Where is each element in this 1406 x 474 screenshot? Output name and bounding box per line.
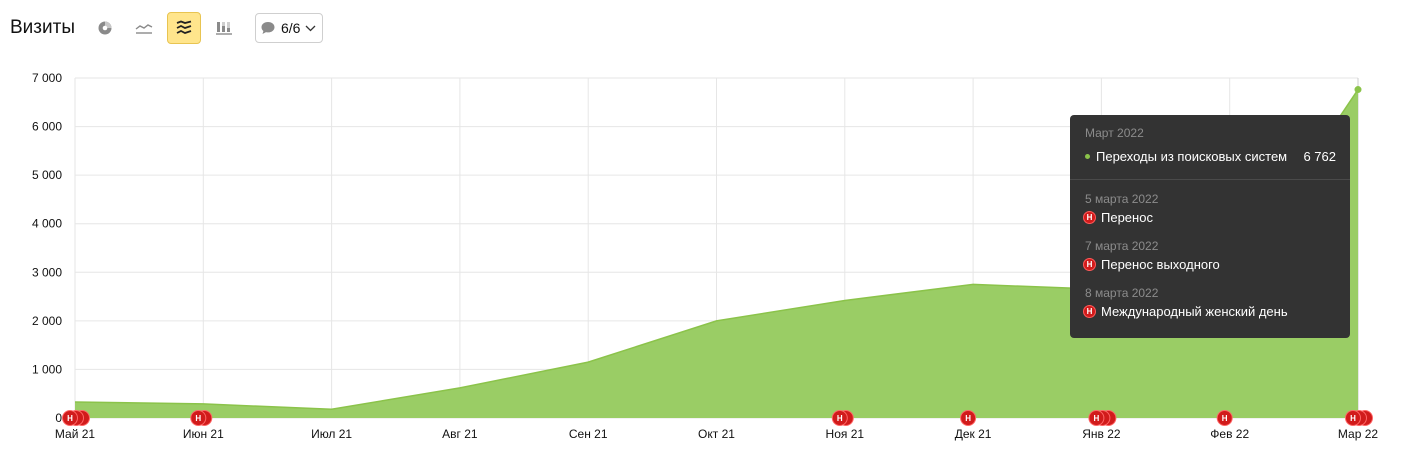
holiday-marker[interactable]: Н bbox=[1216, 410, 1233, 426]
bar-chart-icon bbox=[216, 22, 232, 35]
holiday-marker-icon: Н bbox=[1083, 258, 1096, 271]
comments-count: 6/6 bbox=[281, 20, 301, 36]
chevron-down-icon bbox=[306, 25, 316, 31]
holiday-marker-icon: Н bbox=[1083, 211, 1096, 224]
holiday-marker-label: Н bbox=[1350, 414, 1356, 423]
bar-chart-button[interactable] bbox=[207, 12, 241, 44]
y-tick-label: 3 000 bbox=[32, 265, 62, 279]
series-dot-icon bbox=[1085, 154, 1090, 159]
pie-chart-button[interactable] bbox=[88, 12, 122, 44]
tooltip-event-label: Перенос выходного bbox=[1101, 257, 1220, 272]
tooltip-event-date: 5 марта 2022 bbox=[1085, 192, 1159, 206]
y-tick-label: 6 000 bbox=[32, 120, 62, 134]
x-tick-label: Окт 21 bbox=[698, 427, 735, 441]
tooltip-event: Н Перенос выходного bbox=[1083, 257, 1220, 272]
y-tick-label: 0 bbox=[55, 411, 62, 425]
line-chart-icon bbox=[135, 24, 153, 34]
holiday-marker[interactable]: Н bbox=[960, 410, 977, 426]
holiday-marker[interactable]: Н bbox=[1345, 410, 1361, 426]
y-tick-label: 5 000 bbox=[32, 168, 62, 182]
tooltip-series-name: Переходы из поисковых систем bbox=[1096, 149, 1288, 164]
tooltip-event: Н Международный женский день bbox=[1083, 304, 1288, 319]
tooltip-divider bbox=[1070, 179, 1350, 180]
x-tick-label: Июл 21 bbox=[311, 427, 352, 441]
y-tick-label: 1 000 bbox=[32, 362, 62, 376]
tooltip-period: Март 2022 bbox=[1085, 126, 1144, 140]
x-tick-label: Дек 21 bbox=[955, 427, 992, 441]
area-chart-icon bbox=[176, 20, 192, 34]
holiday-marker-label: Н bbox=[1094, 414, 1100, 423]
page-title: Визиты bbox=[10, 17, 75, 38]
comment-icon bbox=[261, 22, 275, 34]
holiday-marker[interactable]: Н bbox=[190, 410, 207, 426]
line-chart-button[interactable] bbox=[127, 12, 161, 44]
area-series-fill bbox=[75, 89, 1358, 418]
x-tick-label: Янв 22 bbox=[1082, 427, 1121, 441]
holiday-marker-label: Н bbox=[195, 414, 201, 423]
tooltip-event-label: Международный женский день bbox=[1101, 304, 1288, 319]
y-tick-label: 7 000 bbox=[32, 71, 62, 85]
tooltip-event: Н Перенос bbox=[1083, 210, 1153, 225]
tooltip-series-row: Переходы из поисковых систем 6 762 bbox=[1085, 149, 1336, 164]
y-axis: 0 1 000 2 000 3 000 4 000 5 000 6 000 7 000 bbox=[32, 71, 62, 425]
holiday-marker[interactable]: Н bbox=[1088, 410, 1105, 426]
toolbar: Визиты 6/ bbox=[0, 0, 1406, 56]
tooltip-series-value: 6 762 bbox=[1303, 149, 1336, 164]
x-tick-label: Май 21 bbox=[55, 427, 96, 441]
x-tick-label: Июн 21 bbox=[183, 427, 224, 441]
x-tick-label: Сен 21 bbox=[569, 427, 608, 441]
area-chart-button[interactable] bbox=[167, 12, 201, 44]
holiday-marker-label: Н bbox=[965, 414, 971, 423]
tooltip-event-label: Перенос bbox=[1101, 210, 1153, 225]
x-tick-label: Авг 21 bbox=[442, 427, 478, 441]
chart-tooltip: Март 2022 Переходы из поисковых систем 6… bbox=[1070, 115, 1350, 338]
x-tick-label: Фев 22 bbox=[1210, 427, 1249, 441]
holiday-marker[interactable]: Н bbox=[831, 410, 848, 426]
x-axis: Май 21 Июн 21 Июл 21 Авг 21 Сен 21 Окт 21 Ноя … bbox=[55, 427, 1379, 441]
holiday-marker-label: Н bbox=[67, 414, 73, 423]
holiday-marker-label: Н bbox=[1222, 414, 1228, 423]
y-tick-label: 2 000 bbox=[32, 314, 62, 328]
tooltip-event-date: 7 марта 2022 bbox=[1085, 239, 1159, 253]
x-tick-label: Ноя 21 bbox=[826, 427, 865, 441]
pie-chart-icon bbox=[98, 21, 112, 35]
x-tick-label: Мар 22 bbox=[1338, 427, 1378, 441]
data-point[interactable] bbox=[1354, 86, 1362, 94]
holiday-marker[interactable]: Н bbox=[62, 410, 78, 426]
holiday-marker-icon: Н bbox=[1083, 305, 1096, 318]
comments-selector[interactable]: 6/6 bbox=[255, 13, 323, 43]
tooltip-event-date: 8 марта 2022 bbox=[1085, 286, 1159, 300]
y-tick-label: 4 000 bbox=[32, 217, 62, 231]
holiday-marker-label: Н bbox=[837, 414, 843, 423]
